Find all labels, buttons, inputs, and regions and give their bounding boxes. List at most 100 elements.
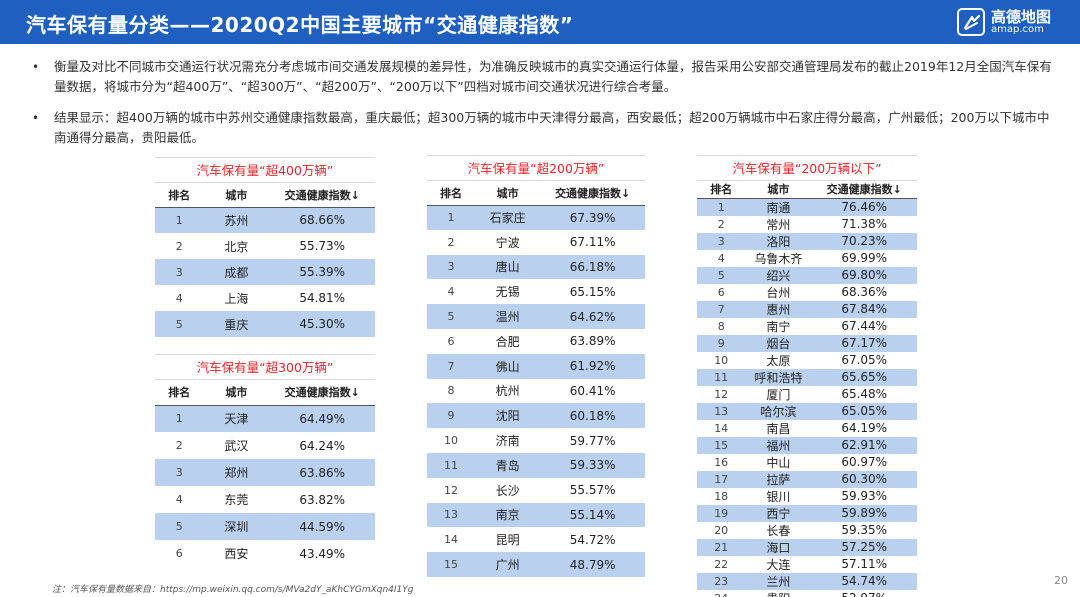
rank-cell: 19	[697, 504, 746, 522]
rank-cell: 7	[427, 353, 475, 379]
table-row: 3 唐山 66.18%	[427, 254, 645, 280]
city-cell: 北京	[224, 239, 249, 254]
city-column-header[interactable]: 城市	[745, 181, 812, 199]
score-column-header[interactable]: 交通健康指数↓	[269, 183, 375, 208]
rank-column-header[interactable]: 排名	[427, 181, 475, 206]
table-row: 24贵阳52.97%	[697, 590, 917, 597]
score-cell: 65.65%	[811, 368, 917, 386]
rank-cell: 12	[443, 483, 458, 497]
rank-cell: 9	[427, 403, 475, 429]
city-cell: 海口	[745, 538, 812, 556]
rank-cell: 4	[175, 493, 183, 506]
score-column-header[interactable]: 交通健康指数↓	[540, 181, 645, 206]
rank-cell: 1	[427, 205, 475, 230]
score-cell: 71.38%	[841, 217, 888, 231]
table-title: 汽车保有量“超300万辆”	[155, 354, 375, 380]
score-cell: 63.89%	[569, 334, 616, 349]
table-row: 4 上海 54.81%	[155, 285, 375, 311]
table-row: 10 济南 59.77%	[427, 428, 645, 453]
city-cell: 西宁	[745, 504, 812, 522]
city-column-header[interactable]: 城市	[203, 380, 270, 406]
table-row: 1 石家庄 67.39%	[427, 205, 645, 230]
rank-cell: 3	[427, 254, 475, 280]
table-row: 22 大连 57.11%	[697, 556, 917, 573]
city-cell: 厦门	[766, 387, 791, 402]
table-row: 13 哈尔滨 65.05%	[697, 402, 917, 420]
score-cell: 59.93%	[841, 489, 888, 503]
city-cell: 上海	[224, 291, 249, 306]
rank-cell: 18	[714, 489, 729, 503]
rank-cell: 23	[697, 572, 746, 590]
score-cell: 55.73%	[299, 239, 346, 253]
score-cell: 60.97%	[841, 455, 888, 469]
table-row: 23 兰州 54.74%	[697, 572, 917, 590]
rank-cell: 12	[714, 387, 729, 401]
city-cell: 呼和浩特	[745, 368, 812, 386]
rank-cell: 10	[714, 353, 729, 367]
city-column-header[interactable]: 城市	[203, 183, 270, 208]
city-column-header[interactable]: 城市	[474, 181, 541, 206]
rank-column-header[interactable]: 排名	[155, 183, 204, 208]
table-over-200w: 汽车保有量“超200万辆” 排名 城市 交通健康指数↓ 1 石家庄 67.39% 2 宁波 67.…	[427, 155, 645, 577]
bullet-item: • 衡量及对比不同城市交通运行状况需充分考虑城市间交通发展规模的差异性，为准确反…	[32, 57, 1052, 97]
city-cell: 宁波	[495, 235, 520, 250]
table-row: 1 天津 64.49%	[155, 405, 375, 432]
rank-cell: 1	[697, 198, 746, 216]
rank-cell: 14	[714, 421, 729, 435]
table-row: 13 南京 55.14%	[427, 502, 645, 528]
rank-cell: 10	[443, 434, 458, 448]
logo-url: amap.com	[991, 24, 1044, 35]
city-cell: 苏州	[203, 207, 270, 233]
score-cell: 54.81%	[299, 291, 346, 305]
rank-column-header[interactable]: 排名	[697, 181, 746, 199]
table-row: 2 宁波 67.11%	[427, 230, 645, 255]
table-row: 21 海口 57.25%	[697, 538, 917, 556]
score-cell: 64.62%	[540, 304, 645, 329]
score-cell: 65.15%	[569, 284, 616, 299]
table-row: 2 武汉 64.24%	[155, 432, 375, 459]
rank-column-header[interactable]: 排名	[155, 380, 204, 406]
table-row: 11 青岛 59.33%	[427, 452, 645, 478]
table-title: 汽车保有量“超400万辆”	[155, 157, 375, 183]
score-cell: 55.57%	[569, 483, 616, 498]
city-cell: 福州	[745, 436, 812, 454]
city-cell: 东莞	[224, 493, 249, 507]
logo-name: 高德地图	[991, 8, 1052, 26]
table-row: 3 洛阳 70.23%	[697, 232, 917, 250]
rank-cell: 4	[175, 291, 183, 305]
table-over-400w: 汽车保有量“超400万辆” 排名 城市 交通健康指数↓ 1 苏州 68.66% 2 北京 55.7…	[155, 157, 375, 337]
rank-cell: 2	[717, 217, 725, 231]
rank-cell: 8	[447, 384, 455, 398]
city-cell: 沈阳	[474, 403, 541, 429]
score-cell: 52.97%	[811, 590, 917, 597]
city-cell: 长沙	[495, 483, 520, 498]
city-cell: 哈尔滨	[745, 402, 812, 420]
score-cell: 68.36%	[841, 285, 888, 299]
table-row: 5 绍兴 69.80%	[697, 266, 917, 284]
score-cell: 60.41%	[569, 383, 616, 398]
table-row: 20 长春 59.35%	[697, 522, 917, 539]
score-cell: 55.39%	[269, 259, 375, 285]
table-row: 5 温州 64.62%	[427, 304, 645, 329]
city-cell: 洛阳	[745, 232, 812, 250]
city-cell: 烟台	[745, 334, 812, 352]
table-over-300w: 汽车保有量“超300万辆” 排名 城市 交通健康指数↓ 1 天津 64.49% 2 武汉 64.2…	[155, 354, 375, 567]
score-cell: 68.66%	[269, 207, 375, 233]
rank-cell: 20	[714, 523, 729, 537]
score-cell: 61.92%	[540, 353, 645, 379]
score-cell: 59.35%	[841, 523, 888, 537]
table-row: 9 烟台 67.17%	[697, 334, 917, 352]
city-cell: 石家庄	[474, 205, 541, 230]
rank-cell: 24	[697, 590, 745, 597]
table-header-row: 排名 城市 交通健康指数↓	[697, 181, 917, 199]
city-cell: 乌鲁木齐	[754, 251, 803, 266]
score-cell: 44.59%	[269, 513, 375, 540]
city-cell: 南通	[745, 198, 812, 216]
score-column-header[interactable]: 交通健康指数↓	[269, 380, 375, 406]
city-cell: 天津	[203, 405, 270, 432]
city-cell: 拉萨	[745, 470, 812, 488]
score-column-header[interactable]: 交通健康指数↓	[811, 181, 917, 199]
table-row: 5 重庆 45.30%	[155, 311, 375, 337]
table-row: 4 乌鲁木齐 69.99%	[697, 250, 917, 267]
summary-bullets: • 衡量及对比不同城市交通运行状况需充分考虑城市间交通发展规模的差异性，为准确反…	[32, 57, 1052, 159]
